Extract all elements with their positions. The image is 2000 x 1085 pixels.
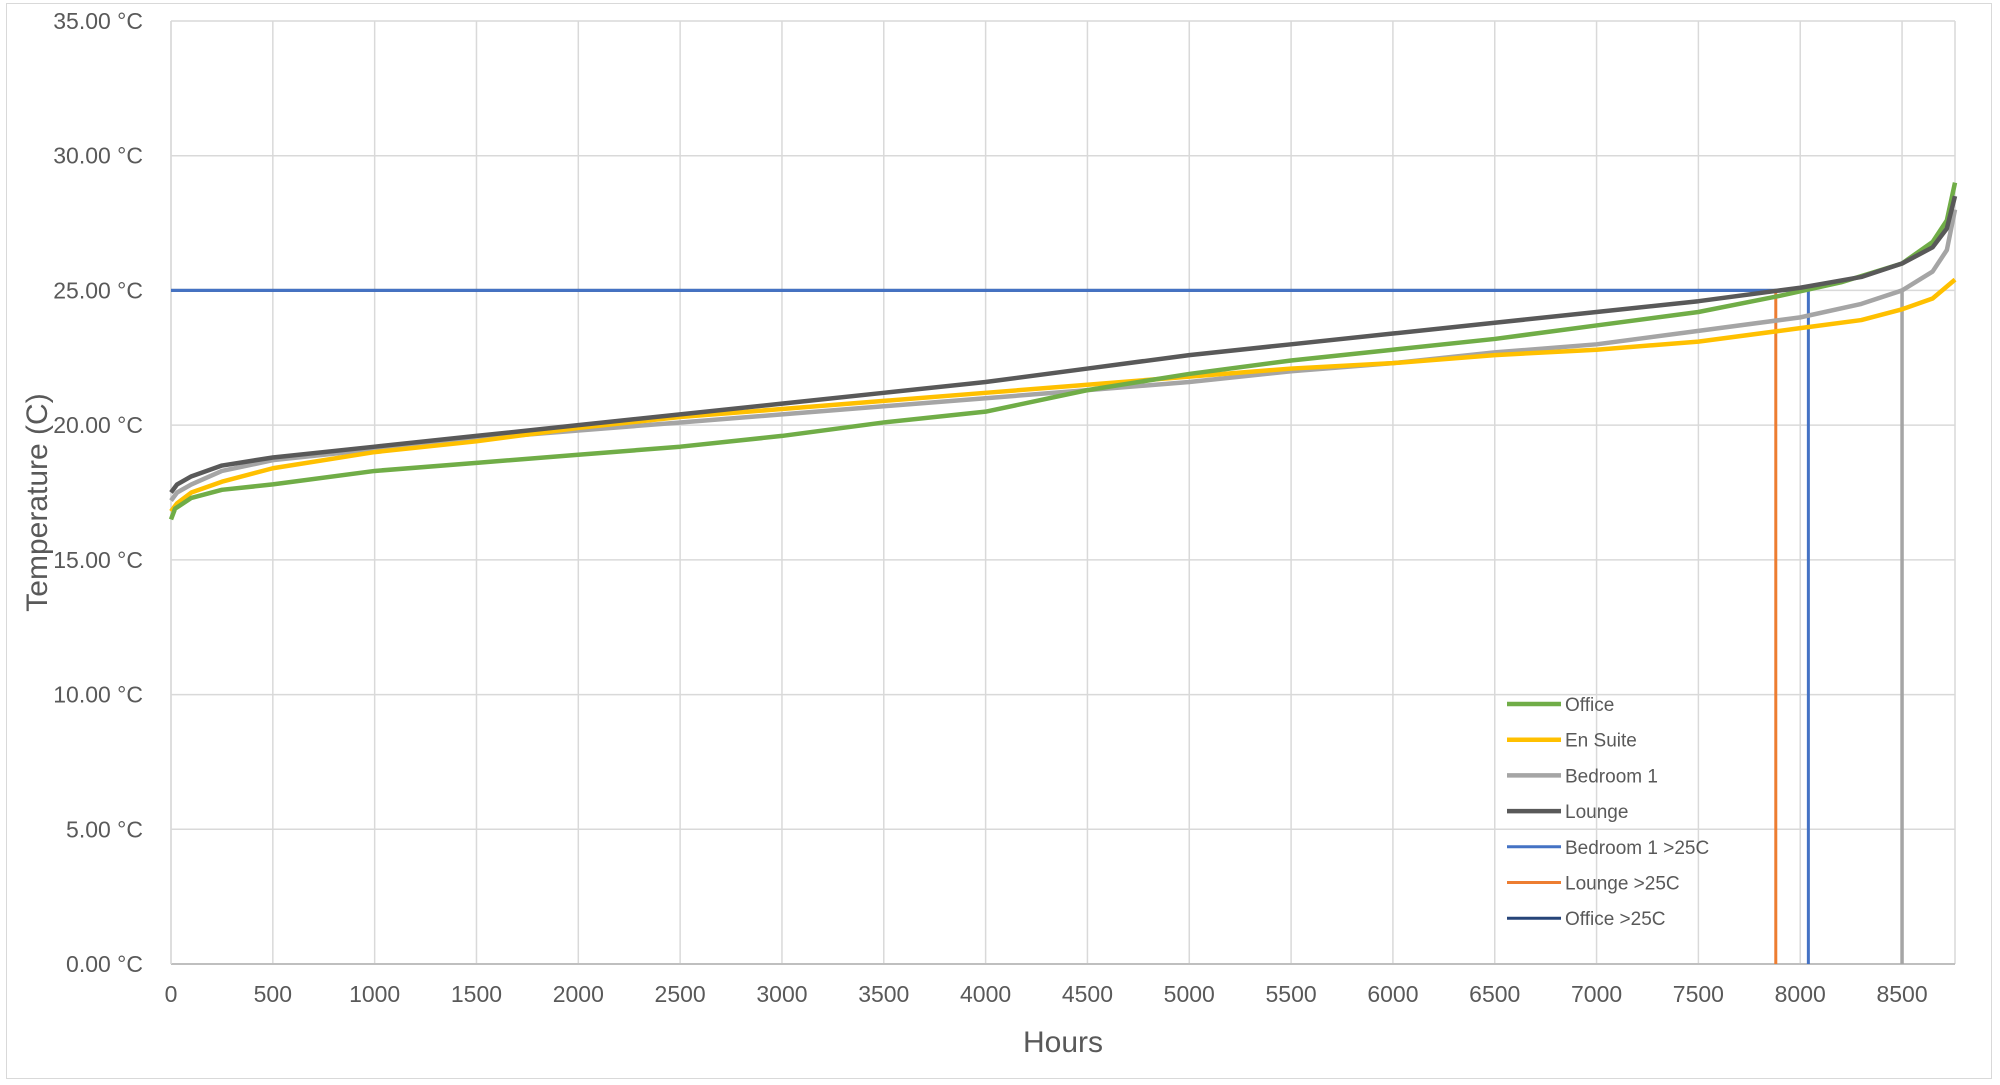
x-tick-label: 8500 <box>1876 981 1927 1007</box>
y-tick-label: 0.00 °C <box>66 951 143 977</box>
legend: Office En Suite Bedroom 1 Lounge Bedroom 1 >… <box>1507 695 1709 930</box>
x-tick-label: 7500 <box>1673 981 1724 1007</box>
y-tick-label: 5.00 °C <box>66 816 143 842</box>
series-line-office <box>168 182 1958 521</box>
x-tick-label: 3500 <box>858 981 909 1007</box>
legend-label-office-25c: Office >25C <box>1565 909 1666 930</box>
x-tick-label: 8000 <box>1775 981 1826 1007</box>
series-line-en-suite <box>169 277 1957 513</box>
legend-label-office: Office <box>1565 695 1614 716</box>
y-axis-title: Temperature (C) <box>21 393 54 611</box>
y-tick-label: 20.00 °C <box>53 412 143 438</box>
x-tick-label: 6500 <box>1469 981 1520 1007</box>
temperature-duration-chart: 0 500 1000 1500 2000 2500 3000 3500 4000 4500 5000… <box>21 8 1958 1059</box>
y-tick-labels: 0.00 °C 5.00 °C 10.00 °C 15.00 °C 20.00 °C 25… <box>53 8 143 977</box>
y-tick-label: 35.00 °C <box>53 8 143 34</box>
x-tick-label: 2000 <box>553 981 604 1007</box>
x-tick-label: 4000 <box>960 981 1011 1007</box>
x-tick-label: 3000 <box>756 981 807 1007</box>
y-tick-label: 10.00 °C <box>53 682 143 708</box>
x-tick-label: 1000 <box>349 981 400 1007</box>
x-tick-label: 4500 <box>1062 981 1113 1007</box>
legend-label-lounge: Lounge <box>1565 802 1628 823</box>
x-tick-label: 6000 <box>1367 981 1418 1007</box>
x-tick-label: 5500 <box>1266 981 1317 1007</box>
x-tick-label: 5000 <box>1164 981 1215 1007</box>
y-tick-label: 15.00 °C <box>53 547 143 573</box>
gridlines <box>170 20 1956 965</box>
x-tick-label: 2500 <box>655 981 706 1007</box>
x-tick-label: 1500 <box>451 981 502 1007</box>
series-line-bedroom-1 <box>169 209 1958 502</box>
series-line-lounge <box>169 195 1958 494</box>
x-tick-label: 0 <box>165 981 178 1007</box>
chart-frame: 0 500 1000 1500 2000 2500 3000 3500 4000 4500 5000… <box>6 3 1992 1079</box>
legend-label-bedroom-1: Bedroom 1 <box>1565 766 1658 787</box>
x-axis-title: Hours <box>1023 1026 1103 1059</box>
y-tick-label: 25.00 °C <box>53 277 143 303</box>
legend-label-lounge-25c: Lounge >25C <box>1565 874 1680 895</box>
x-tick-labels: 0 500 1000 1500 2000 2500 3000 3500 4000 4500 5000… <box>165 981 1928 1007</box>
legend-label-en-suite: En Suite <box>1565 731 1637 752</box>
series-lines <box>168 182 1958 964</box>
x-tick-label: 7000 <box>1571 981 1622 1007</box>
y-tick-label: 30.00 °C <box>53 143 143 169</box>
x-tick-label: 500 <box>254 981 292 1007</box>
legend-label-bedroom-1-25c: Bedroom 1 >25C <box>1565 838 1709 859</box>
